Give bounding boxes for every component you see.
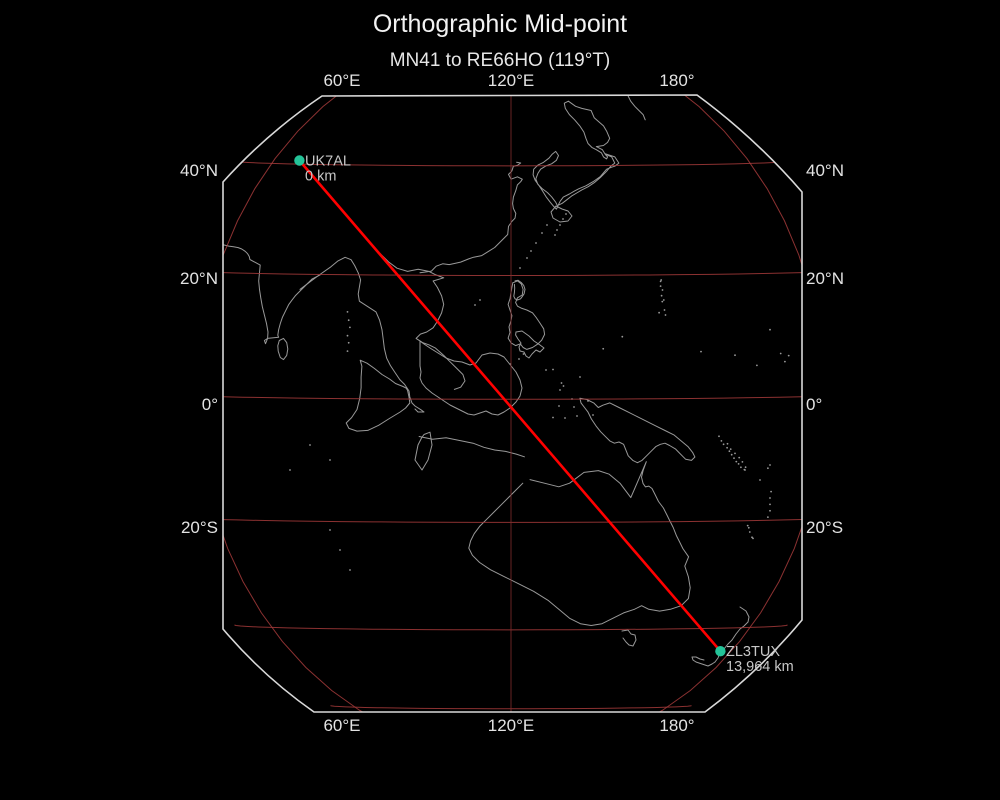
svg-text:20°S: 20°S (181, 518, 218, 537)
svg-text:120°E: 120°E (488, 716, 535, 735)
svg-text:180°: 180° (659, 71, 694, 90)
svg-text:0°: 0° (806, 395, 822, 414)
svg-text:20°N: 20°N (806, 269, 844, 288)
svg-text:UK7AL: UK7AL (305, 154, 351, 170)
svg-text:0 km: 0 km (305, 169, 336, 185)
svg-text:13,964 km: 13,964 km (726, 659, 794, 675)
svg-text:20°N: 20°N (180, 269, 218, 288)
svg-text:40°N: 40°N (180, 161, 218, 180)
svg-text:40°N: 40°N (806, 161, 844, 180)
svg-text:180°: 180° (659, 716, 694, 735)
svg-text:ZL3TUX: ZL3TUX (726, 644, 780, 660)
svg-text:60°E: 60°E (323, 716, 360, 735)
svg-text:120°E: 120°E (488, 71, 535, 90)
svg-text:60°E: 60°E (323, 71, 360, 90)
svg-text:0°: 0° (202, 395, 218, 414)
svg-text:20°S: 20°S (806, 518, 843, 537)
